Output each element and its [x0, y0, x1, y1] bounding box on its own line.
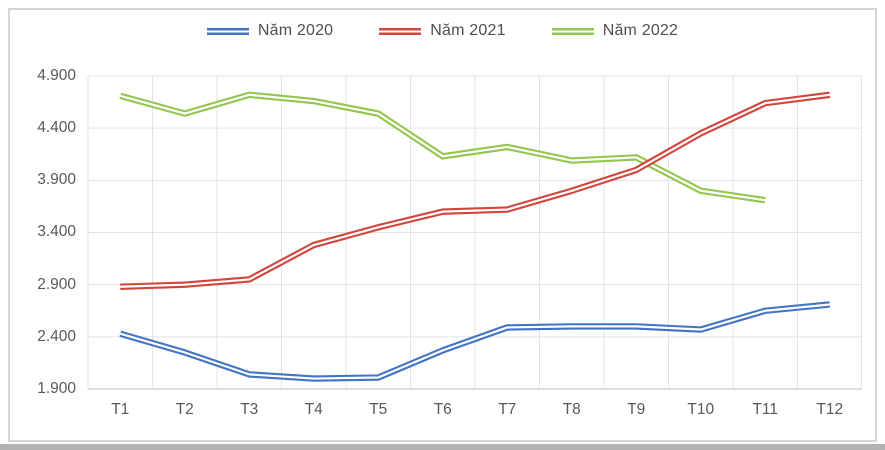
x-tick-label: T2: [175, 401, 194, 418]
legend-item-nam-2022: Năm 2022: [551, 22, 679, 40]
legend-swatch-nam-2021: [379, 27, 422, 35]
x-tick-label: T6: [433, 401, 452, 418]
legend-item-nam-2021: Năm 2021: [379, 22, 506, 40]
x-tick-label: T4: [304, 401, 323, 418]
y-tick-label: 4.900: [37, 67, 76, 84]
x-axis: T1 T2 T3 T4 T5 T6 T7 T8 T9 T10 T11 T12: [88, 401, 862, 421]
series-line-năm-2020: [119, 303, 830, 380]
plot-area: [87, 75, 862, 390]
x-tick-label: T3: [240, 401, 259, 418]
legend-swatch-nam-2022: [551, 27, 594, 35]
x-tick-label: T10: [687, 401, 715, 418]
x-tick-label: T11: [752, 401, 779, 418]
y-tick-label: 2.400: [37, 327, 76, 345]
x-tick-label: T9: [627, 401, 646, 418]
y-tick-label: 4.400: [37, 119, 76, 137]
y-tick-label: 1.900: [37, 379, 76, 397]
legend-label-nam-2021: Năm 2021: [430, 22, 506, 39]
chart-legend: Năm 2020 Năm 2021 Năm 2022: [10, 19, 875, 43]
x-tick-label: T7: [498, 401, 517, 418]
x-tick-label: T8: [562, 401, 581, 418]
series-line-năm-2021: [120, 93, 830, 288]
y-tick-label: 3.400: [37, 223, 76, 241]
y-axis: 4.900 4.400 3.900 3.400 2.900 2.400 1.900: [10, 66, 76, 399]
legend-item-nam-2020: Năm 2020: [206, 22, 334, 40]
series-line-năm-2022: [119, 93, 766, 202]
x-tick-label: T12: [816, 401, 844, 418]
x-tick-label: T1: [111, 401, 130, 418]
window-bottom-edge: [0, 444, 885, 450]
x-tick-label: T5: [369, 401, 388, 418]
y-tick-label: 2.900: [37, 275, 76, 293]
legend-label-nam-2022: Năm 2022: [602, 22, 679, 39]
plot-svg: [87, 75, 862, 390]
y-tick-label: 3.900: [37, 171, 76, 189]
legend-swatch-nam-2020: [206, 27, 249, 35]
legend-label-nam-2020: Năm 2020: [257, 22, 334, 39]
line-chart[interactable]: Năm 2020 Năm 2021 Năm 2022 4.900 4.400 3.9…: [8, 8, 877, 442]
